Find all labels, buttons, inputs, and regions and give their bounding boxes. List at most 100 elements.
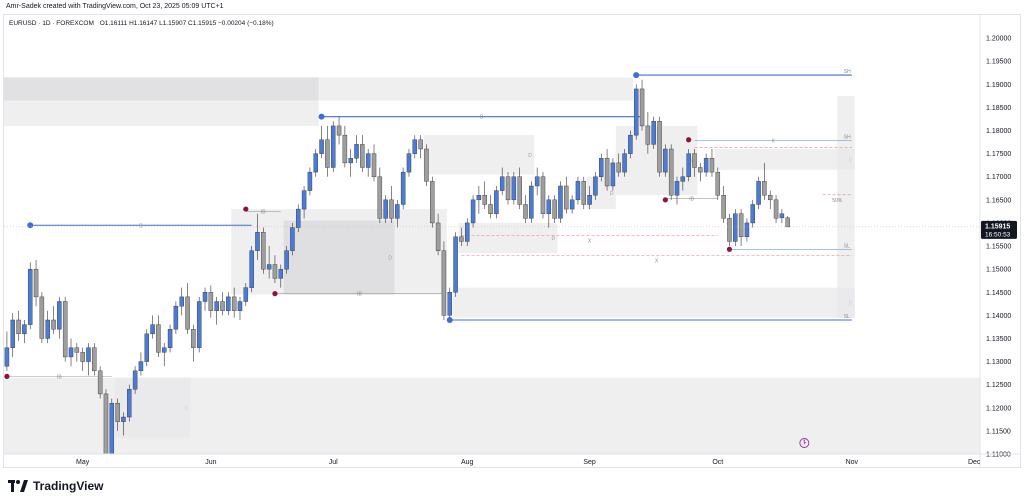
candle-body bbox=[325, 139, 330, 168]
price-tick-label: 1.12500 bbox=[986, 382, 1011, 389]
level-label: X bbox=[771, 139, 775, 145]
candle-body bbox=[179, 296, 184, 307]
candle-body bbox=[459, 236, 464, 242]
time-tick-label: May bbox=[76, 459, 90, 466]
candle-body bbox=[121, 416, 126, 422]
candle-body bbox=[132, 370, 138, 390]
symbol-label: EURUSD · 1D · FOREXCOM bbox=[9, 20, 94, 27]
candle-body bbox=[395, 204, 400, 219]
price-tick-label: 1.13500 bbox=[986, 336, 1011, 343]
candle-body bbox=[651, 121, 656, 145]
candle-body bbox=[191, 329, 196, 348]
price-tick-label: 1.17000 bbox=[986, 174, 1011, 181]
candle-body bbox=[639, 88, 645, 127]
candle-body bbox=[68, 347, 74, 358]
candle-body bbox=[301, 190, 307, 210]
ohlc-values: O1.16111 H1.16147 L1.15907 C1.15915 −0.0… bbox=[99, 20, 274, 27]
candle-body bbox=[534, 176, 540, 187]
candle-body bbox=[365, 153, 371, 168]
candle-body bbox=[424, 148, 429, 182]
level-label: X bbox=[588, 238, 592, 244]
level-label: 50% bbox=[832, 198, 843, 204]
candle-body bbox=[599, 158, 604, 177]
candle-body bbox=[86, 347, 91, 362]
candle-body bbox=[16, 319, 21, 335]
time-tick-label: Dec bbox=[968, 459, 981, 466]
candle-body bbox=[494, 190, 499, 214]
candle-body bbox=[558, 185, 563, 219]
candle-body bbox=[540, 176, 546, 214]
price-tick-label: 1.14000 bbox=[986, 313, 1011, 320]
supply-demand-zone bbox=[837, 95, 855, 318]
level-end-label: SH bbox=[844, 69, 851, 75]
price-tick-label: 1.14500 bbox=[986, 290, 1011, 297]
candle-body bbox=[62, 301, 68, 358]
candle-body bbox=[727, 218, 732, 242]
candle-body bbox=[296, 208, 301, 228]
candle-body bbox=[138, 361, 144, 372]
candle-body bbox=[668, 148, 674, 196]
zone-label: D bbox=[552, 236, 556, 242]
price-tick-label: 1.11500 bbox=[986, 428, 1011, 435]
candle-body bbox=[686, 153, 691, 177]
candle-body bbox=[45, 319, 50, 339]
time-tick-label: Oct bbox=[712, 459, 723, 466]
candle-body bbox=[744, 222, 750, 238]
candle-body bbox=[773, 199, 779, 219]
supply-demand-zone bbox=[423, 135, 535, 175]
candle-body bbox=[546, 199, 552, 214]
chart-frame bbox=[3, 14, 1021, 468]
level-start-dot bbox=[27, 222, 34, 229]
price-tick-label: 1.16500 bbox=[986, 197, 1011, 204]
candle-body bbox=[633, 88, 639, 136]
candle-body bbox=[33, 268, 39, 298]
candle-body bbox=[27, 268, 33, 325]
candle-body bbox=[74, 347, 80, 353]
candle-body bbox=[529, 185, 534, 219]
candle-body bbox=[762, 181, 767, 196]
candle-body bbox=[39, 296, 45, 339]
candle-body bbox=[97, 370, 103, 395]
candle-body bbox=[284, 250, 289, 270]
candle-body bbox=[103, 393, 109, 454]
time-tick-label: Jul bbox=[329, 459, 338, 466]
zone-label: D bbox=[388, 256, 392, 262]
price-tick-label: 1.13000 bbox=[986, 359, 1011, 366]
candle-body bbox=[290, 227, 295, 251]
candle-body bbox=[628, 134, 633, 154]
time-tick-label: Sep bbox=[583, 459, 596, 466]
candle-body bbox=[610, 162, 616, 187]
alert-icon bbox=[799, 438, 810, 448]
tradingview-logo[interactable]: TradingView bbox=[8, 479, 103, 493]
candle-body bbox=[266, 264, 272, 270]
candle-body bbox=[680, 176, 686, 182]
candle-body bbox=[57, 301, 62, 330]
candle-body bbox=[156, 324, 161, 353]
price-tick-label: 1.17500 bbox=[986, 151, 1011, 158]
price-tick-label: 1.18000 bbox=[986, 128, 1011, 135]
level-start-dot bbox=[446, 316, 453, 323]
candle-body bbox=[127, 389, 132, 418]
plot-area: DDDDDDDDBBSHXSHSLSLXXIBIBIBIB50% bbox=[4, 69, 980, 454]
candle-body bbox=[505, 176, 511, 201]
candle-body bbox=[575, 181, 581, 201]
candle-body bbox=[167, 329, 173, 348]
candle-body bbox=[214, 301, 219, 311]
candle-body bbox=[4, 347, 10, 367]
candle-body bbox=[319, 139, 324, 154]
candle-body bbox=[161, 347, 167, 353]
bar-countdown: 16:50:53 bbox=[985, 231, 1011, 238]
candle-body bbox=[738, 213, 744, 238]
candle-body bbox=[616, 162, 621, 173]
candle-body bbox=[733, 213, 738, 242]
last-price-tag bbox=[981, 220, 1017, 239]
price-tick-label: 1.12000 bbox=[986, 405, 1011, 412]
level-start-dot bbox=[318, 113, 325, 120]
candle-body bbox=[511, 176, 517, 201]
price-tick-label: 1.18500 bbox=[986, 105, 1011, 112]
candle-body bbox=[564, 185, 569, 210]
price-tick-label: 1.20000 bbox=[986, 36, 1011, 43]
candle-body bbox=[703, 158, 709, 173]
candle-body bbox=[208, 292, 214, 311]
